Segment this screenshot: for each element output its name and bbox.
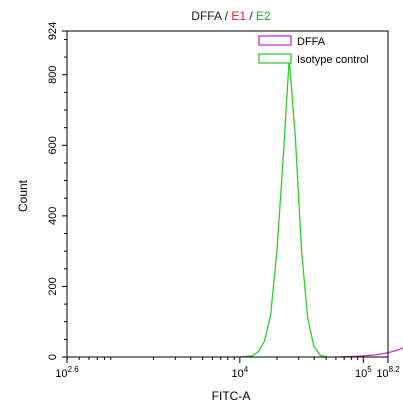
legend-swatch [258,35,292,46]
title-part-0: DFFA [191,9,222,23]
legend: DFFA Isotype control [258,35,369,66]
legend-label: Isotype control [297,54,369,66]
chart-title: DFFA / E1 / E2 [191,9,271,23]
legend-label: DFFA [297,36,326,48]
y-tick-label: 800 [47,66,59,84]
title-part-3: / [246,9,256,23]
series-layer [239,58,403,358]
x-axis-label: FITC-A [212,389,251,403]
x-tick-label: 108.2 [376,365,400,380]
x-axis-ticks: 102.6104105106107108.2 [55,357,400,380]
y-axis-ticks: 0 200 400 600 800 924 [47,22,67,360]
plot-frame [66,30,389,358]
y-tick-label: 600 [47,136,59,154]
title-part-2: E1 [231,9,246,23]
y-tick-label: 0 [47,354,59,360]
title-part-1: / [221,9,231,23]
legend-swatch [258,53,292,64]
series-line-isotype-control [239,58,327,358]
y-tick-label: 200 [47,277,59,295]
x-tick-label: 104 [231,365,248,380]
y-axis-label: Count [16,179,30,212]
x-tick-label: 105 [355,365,372,380]
y-tick-label: 400 [47,207,59,225]
y-tick-label: 924 [47,22,59,40]
title-part-4: E2 [256,9,271,23]
series-line-dffa [338,347,403,358]
x-tick-label: 102.6 [55,365,79,380]
